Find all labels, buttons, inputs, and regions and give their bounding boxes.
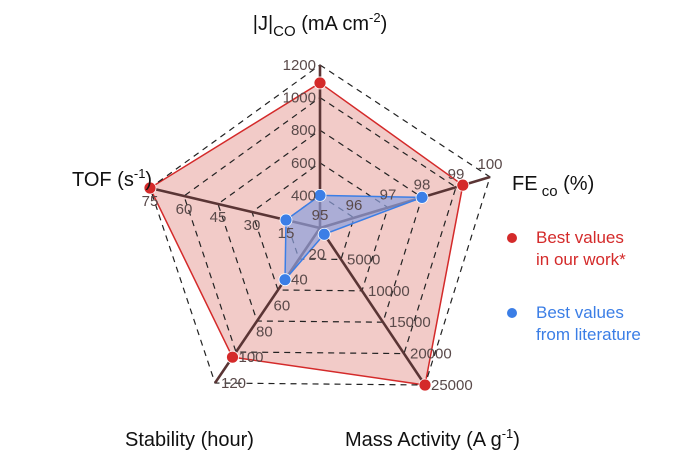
data-point [143,181,157,195]
axis-title-FE: FE co​ (%) [512,173,594,200]
data-point [278,273,292,287]
tick-label: 40 [291,272,308,289]
grid-ring [183,96,457,355]
legend-marker [507,233,517,243]
tick-label: 30 [244,217,261,234]
tick-label: 95 [312,207,329,224]
axis-title-ST: Stability (hour) [125,429,254,451]
axis-title-J: |J|CO​ (mA cm-2​) [253,10,387,40]
tick-label: 400 [291,187,316,204]
tick-label: 800 [291,122,316,139]
tick-label: 96 [346,197,363,214]
data-point [279,213,293,227]
legend-label: in our work* [536,250,626,269]
axis-line-MA [318,227,427,386]
tick-label: 100 [239,349,264,366]
tick-label: 120 [221,375,246,392]
axis-title-MA: Mass Activity (A g-1​) [345,426,520,451]
grid-ring [217,129,423,323]
data-point [415,190,429,204]
legend-marker [507,308,517,318]
tick-label: 98 [414,176,431,193]
tick-label: 1200 [283,57,316,74]
tick-label: 15 [278,225,295,242]
tick-label: 60 [176,201,193,218]
tick-label: 97 [380,187,397,204]
data-point [313,188,327,202]
data-point [317,227,331,241]
tick-label: 15000 [389,314,431,331]
series-area-1 [284,194,423,282]
tick-label: 45 [210,209,227,226]
data-point [313,76,327,90]
data-point [456,178,470,192]
tick-label: 20 [309,246,326,263]
tick-label: 20000 [410,346,452,363]
data-point [418,378,432,392]
tick-label: 25000 [431,377,473,394]
legend-label: from literature [536,325,641,344]
data-point [226,350,239,364]
tick-label: 80 [256,323,273,340]
legend-label: Best values [536,228,624,247]
legend-label: Best values [536,303,624,322]
axis-title-TOF: TOF (s-1​) [72,166,152,191]
tick-label: 100 [477,156,502,173]
tick-label: 5000 [347,251,380,268]
tick-label: 75 [142,193,159,210]
tick-label: 1000 [283,90,316,107]
tick-label: 60 [274,298,291,315]
tick-label: 600 [291,155,316,172]
tick-label: 10000 [368,283,410,300]
grid-ring [149,64,491,386]
tick-label: 99 [448,166,465,183]
